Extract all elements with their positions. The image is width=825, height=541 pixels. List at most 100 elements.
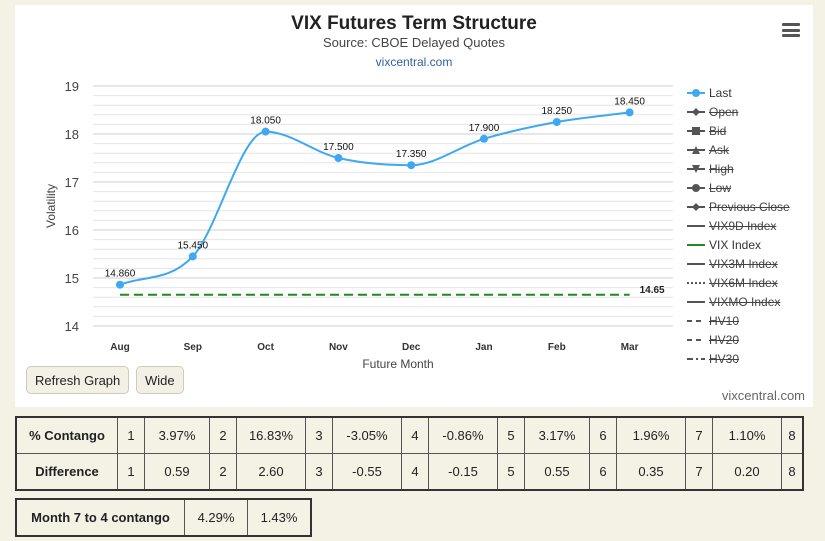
y-tick-label: 18 <box>65 127 79 142</box>
table-row: Difference 1 0.59 2 2.60 3 -0.55 4 -0.15 5 0.55 6 0.… <box>15 453 804 491</box>
wide-button[interactable]: Wide <box>136 366 184 394</box>
legend-symbol-icon <box>687 183 705 192</box>
legend-item-label: Ask <box>709 142 730 157</box>
legend-symbol-icon <box>687 88 705 97</box>
x-tick-label: Mar <box>621 342 639 353</box>
y-tick-label: 17 <box>65 175 79 190</box>
legend-symbol-icon <box>687 224 705 227</box>
value-cell: -0.15 <box>428 453 498 491</box>
legend-symbol-icon <box>687 338 705 341</box>
last-data-point <box>552 118 561 126</box>
legend-item-label: HV30 <box>709 351 740 366</box>
x-tick-label: Feb <box>548 342 566 353</box>
y-tick-label: 14 <box>65 319 79 334</box>
legend-item[interactable]: Open <box>687 102 813 121</box>
legend-symbol-icon <box>687 300 705 303</box>
month-index-cell: 1 <box>117 416 145 454</box>
legend-item-label: HV20 <box>709 332 740 347</box>
value-cell: 0.59 <box>144 453 210 491</box>
legend-symbol-icon <box>687 243 705 246</box>
chart-plot-area: 14 15 16 17 18 19 Aug Sep Oct Nov Dec Jan Feb Mar Futu… <box>44 79 673 371</box>
value-cell: 2.60 <box>236 453 306 491</box>
last-data-point <box>625 108 634 117</box>
month-index-cell: 8 <box>781 453 804 491</box>
legend-item[interactable]: HV10 <box>687 311 813 330</box>
legend-item-label: Low <box>709 180 732 195</box>
last-data-label: 18.250 <box>542 106 573 117</box>
legend-item[interactable]: VIX9D Index <box>687 216 813 235</box>
legend-item-label: HV10 <box>709 313 740 328</box>
x-axis-title: Future Month <box>362 357 433 371</box>
legend-symbol-icon <box>687 202 705 211</box>
legend-item-label: Open <box>709 104 739 119</box>
x-tick-label: Aug <box>110 342 129 353</box>
legend-item-label: High <box>709 161 734 176</box>
legend-item[interactable]: VIX Index <box>687 235 813 254</box>
legend-item[interactable]: High <box>687 159 813 178</box>
legend-item[interactable]: Previous Close <box>687 197 813 216</box>
chart-credit: vixcentral.com <box>721 388 805 403</box>
value-cell: 1.96% <box>616 416 686 454</box>
last-data-label: 17.350 <box>396 149 427 160</box>
last-data-label: 14.860 <box>105 269 136 280</box>
legend-symbol-icon <box>687 281 705 284</box>
x-tick-label: Sep <box>184 342 202 353</box>
summary-table: Month 7 to 4 contango 4.29% 1.43% <box>15 498 312 537</box>
value-cell: 0.55 <box>524 453 590 491</box>
legend-item[interactable]: Bid <box>687 121 813 140</box>
legend-item[interactable]: HV30 <box>687 349 813 368</box>
last-series-line <box>119 111 630 286</box>
table-row: Month 7 to 4 contango 4.29% 1.43% <box>15 498 312 537</box>
legend-item[interactable]: Last <box>687 83 813 102</box>
legend-symbol-icon <box>687 357 705 360</box>
legend-item[interactable]: VIX6M Index <box>687 273 813 292</box>
y-tick-label: 15 <box>65 271 79 286</box>
legend-item-label: VIX9D Index <box>709 218 777 233</box>
legend-item-label: Bid <box>709 123 727 138</box>
last-data-point <box>407 161 416 170</box>
legend-item[interactable]: VIX3M Index <box>687 254 813 273</box>
last-data-point <box>116 280 124 289</box>
value-cell: 3.97% <box>144 416 210 454</box>
month-index-cell: 6 <box>589 453 617 491</box>
summary-value: 4.29% <box>184 498 248 537</box>
legend-item[interactable]: Ask <box>687 140 813 159</box>
month-index-cell: 6 <box>589 416 617 454</box>
value-cell: 1.10% <box>712 416 782 454</box>
hamburger-menu-icon[interactable] <box>782 23 800 37</box>
table-row: % Contango 1 3.97% 2 16.83% 3 -3.05% 4 -0.86% 5 3.… <box>15 416 804 454</box>
legend-item-label: VIXMO Index <box>709 294 781 309</box>
vix-index-label: 14.65 <box>640 285 665 296</box>
month-index-cell: 4 <box>401 453 429 491</box>
month-index-cell: 4 <box>401 416 429 454</box>
last-data-point <box>261 127 270 136</box>
legend-item-label: VIX3M Index <box>709 256 778 271</box>
x-tick-label: Dec <box>402 342 421 353</box>
y-axis-title: Volatility <box>44 184 58 228</box>
legend-item[interactable]: HV20 <box>687 330 813 349</box>
chart-source-link[interactable]: vixcentral.com <box>375 55 453 69</box>
legend-symbol-icon <box>687 107 705 116</box>
value-cell: 0.20 <box>712 453 782 491</box>
refresh-graph-button[interactable]: Refresh Graph <box>26 366 130 394</box>
x-tick-label: Nov <box>329 342 348 353</box>
value-cell: 0.35 <box>616 453 686 491</box>
row-header: Difference <box>15 453 118 491</box>
legend-symbol-icon <box>687 319 705 322</box>
legend-item[interactable]: VIXMO Index <box>687 292 813 311</box>
month-index-cell: 2 <box>209 453 237 491</box>
legend-item-label: Previous Close <box>709 199 790 214</box>
last-data-label: 17.500 <box>323 142 354 153</box>
month-index-cell: 3 <box>305 453 333 491</box>
last-data-point <box>334 154 343 162</box>
value-cell: -0.86% <box>428 416 498 454</box>
last-data-label: 18.450 <box>614 96 645 107</box>
legend-symbol-icon <box>687 126 705 135</box>
legend-item[interactable]: Low <box>687 178 813 197</box>
contango-table: % Contango 1 3.97% 2 16.83% 3 -3.05% 4 -0.86% 5 3.… <box>15 416 804 491</box>
last-data-label: 15.450 <box>178 240 209 251</box>
legend-symbol-icon <box>687 262 705 265</box>
x-tick-label: Oct <box>257 342 274 353</box>
month-index-cell: 5 <box>497 453 525 491</box>
chart-legend: Last Open Bid Ask High Low Previous Close VIX9D… <box>687 83 813 368</box>
